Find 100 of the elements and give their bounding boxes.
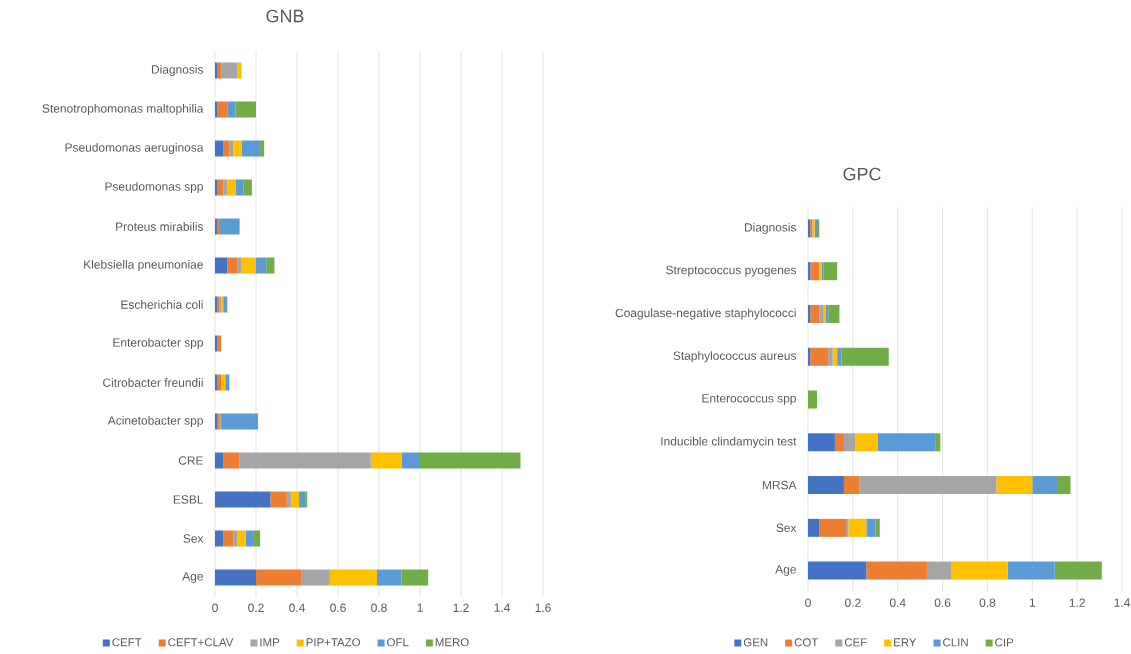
bar [270,491,287,508]
bar [219,218,240,235]
y-tick-label: Sex [183,534,204,543]
y-tick-label: Diagnosis [151,64,204,77]
bar [233,530,238,547]
y-tick-label: Inducible clindamycin test [661,436,797,448]
bar [243,179,252,196]
bar [221,62,238,79]
bar [843,476,860,495]
chart-title: GPC [843,167,881,181]
bar [299,491,306,508]
bar [245,530,254,547]
bar [217,179,224,196]
bar [834,433,844,452]
x-tick-label: 0.6 [330,603,346,612]
x-tick-label: 1 [417,603,423,612]
bar [256,257,267,274]
bar [215,452,224,469]
y-tick-label: Coagulase-negative staphylococci [615,308,796,320]
bar [223,179,228,196]
bar [808,262,811,281]
bar [286,491,291,508]
bar [223,140,230,157]
bar [420,452,521,469]
bar [1032,476,1057,495]
bar [290,491,300,508]
bar [855,433,878,452]
bar [227,257,238,274]
y-tick-label: Age [775,565,796,576]
bar [217,374,222,391]
bar [221,413,259,430]
y-tick-label: Diagnosis [744,222,797,234]
x-tick-label: 0.6 [934,598,951,607]
bar [217,335,222,352]
bar [810,262,820,281]
legend-label: CEFT+CLAV [168,638,234,647]
x-tick-label: 0.8 [979,598,996,607]
y-tick-label: Escherichia coli [121,300,203,309]
bar [223,530,234,547]
y-tick-label: Pseudomonas aeruginosa [65,142,204,155]
bar [810,347,829,366]
x-tick-label: 0 [212,603,218,612]
bar [866,518,876,537]
bar [926,561,952,580]
bar [237,530,246,547]
bar [266,257,275,274]
x-tick-label: 0.8 [371,603,387,612]
bar [828,347,833,366]
legend-label: GEN [743,638,768,647]
x-tick-label: 1.6 [535,603,551,612]
bar [1056,476,1071,495]
bar [229,140,234,157]
bar [239,452,371,469]
bar [875,518,880,537]
bar [215,491,271,508]
chart-title: GNB [266,9,304,23]
bar [256,569,302,586]
bar [808,518,820,537]
y-tick-label: Pseudomonas spp [105,181,203,194]
bar [215,335,218,352]
y-tick-label: Streptococcus pyogenes [666,265,797,277]
bar [215,530,224,547]
bar [241,257,256,274]
bar [301,569,330,586]
bar [329,569,377,586]
bar [401,452,420,469]
bar [227,179,236,196]
legend-label: IMP [260,638,280,647]
bar [859,476,997,495]
x-tick-label: 1.2 [453,603,469,612]
bar [837,347,842,366]
legend-label: CLIN [943,638,968,647]
legend-label: CEFT [112,638,142,647]
bar [808,561,867,580]
bar [241,140,261,157]
bar [217,101,228,118]
bar [223,296,228,313]
legend-label: OFL [387,638,409,647]
bar [808,476,844,495]
bar [808,390,817,409]
bar [237,257,242,274]
bar [221,374,226,391]
legend-label: COT [794,638,819,647]
y-tick-label: CRE [178,456,203,465]
bar [223,452,240,469]
y-tick-label: Staphylococcus aureus [673,351,797,363]
bar [846,518,849,537]
bar [233,140,242,157]
bar [951,561,1008,580]
bar [235,101,256,118]
y-tick-label: Proteus mirabilis [116,222,204,231]
bar [215,374,218,391]
bar [823,262,838,281]
y-tick-label: Sex [776,523,797,533]
bar [253,530,261,547]
bar [235,179,244,196]
y-tick-label: Enterococcus spp [702,394,796,405]
y-tick-label: Acinetobacter spp [107,415,203,428]
bar [237,62,242,79]
y-tick-label: Age [182,572,203,583]
